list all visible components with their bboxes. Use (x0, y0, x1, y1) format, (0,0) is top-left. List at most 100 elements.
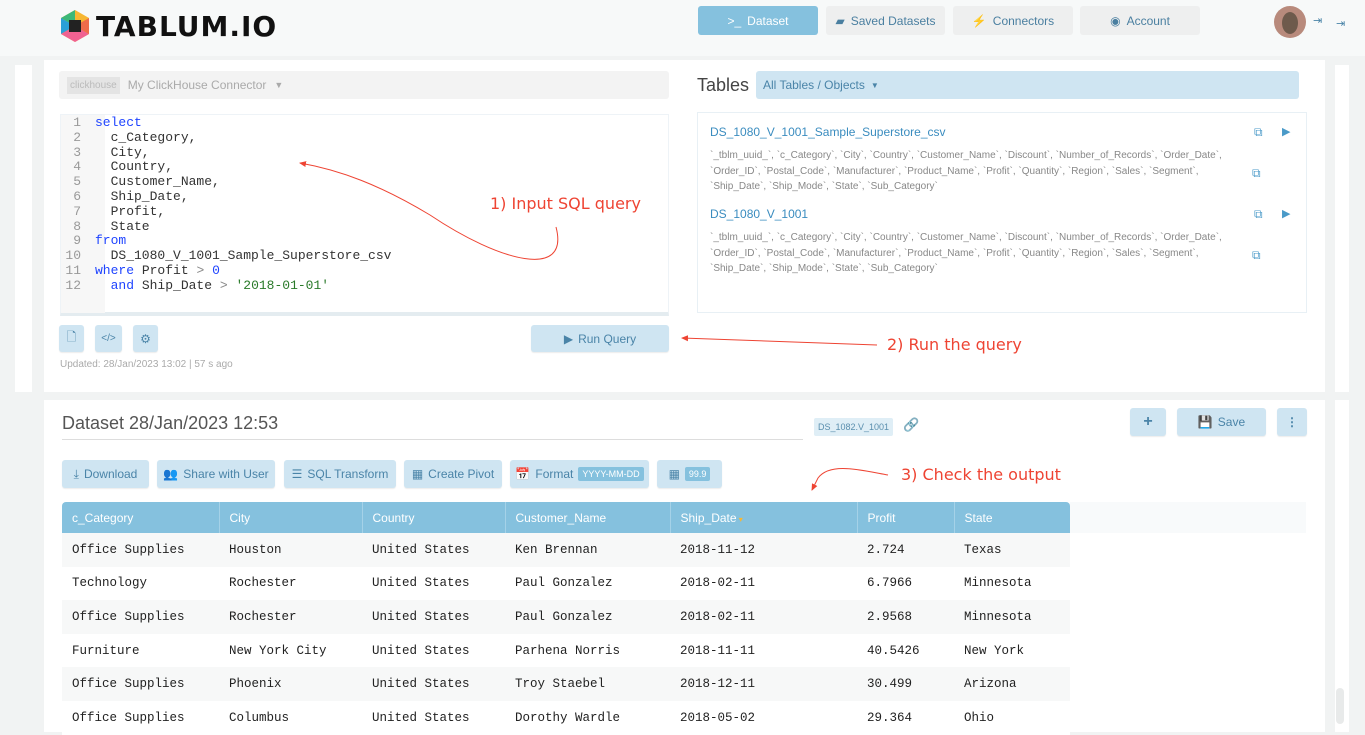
logout-icon[interactable]: ⇥ (1313, 15, 1323, 27)
add-button[interactable]: + (1130, 408, 1166, 436)
tables-filter-select[interactable]: All Tables / Objects ▼ (756, 71, 1299, 99)
link-icon[interactable]: 🔗 (903, 417, 920, 432)
play-icon[interactable]: ▶ (1282, 126, 1291, 138)
column-header[interactable]: Ship_Date ▾ (670, 502, 858, 533)
left-strip (15, 65, 32, 392)
table-cell[interactable]: 29.364 (857, 700, 954, 735)
code-token: > (196, 262, 205, 278)
column-header[interactable]: Profit (857, 502, 955, 533)
new-file-button[interactable]: 🗋 (59, 325, 84, 352)
table-cell[interactable]: 2018-05-02 (670, 700, 857, 735)
table-cell[interactable]: Arizona (954, 667, 1070, 701)
table-cell[interactable]: 2.9568 (857, 600, 954, 634)
table-name-link[interactable]: DS_1080_V_1001 (710, 207, 809, 221)
nav-dataset[interactable]: >_ Dataset (698, 6, 818, 35)
column-header[interactable]: Country (362, 502, 506, 533)
sql-transform-button[interactable]: ☰ SQL Transform (284, 460, 396, 488)
scrollbar[interactable] (1336, 688, 1344, 724)
table-cell[interactable]: 2018-02-11 (670, 566, 857, 601)
column-header[interactable]: c_Category (62, 502, 220, 533)
table-cell[interactable]: Paul Gonzalez (505, 600, 670, 634)
arrow-2 (681, 335, 878, 346)
table-cell[interactable]: Texas (954, 533, 1070, 567)
terminal-icon: >_ (727, 13, 742, 28)
download-button[interactable]: ⤓ Download (62, 460, 149, 488)
table-cell[interactable]: Office Supplies (62, 533, 219, 567)
table-name-link[interactable]: DS_1080_V_1001_Sample_Superstore_csv (710, 125, 946, 139)
table-cell[interactable]: United States (362, 633, 505, 668)
nav-connectors[interactable]: ⚡ Connectors (953, 6, 1073, 35)
nav-account[interactable]: ◉ Account (1080, 6, 1200, 35)
table-row[interactable]: Technology Rochester United States Paul Gon… (62, 566, 1070, 601)
table-cell[interactable]: United States (362, 533, 505, 567)
table-cell[interactable]: 2018-02-11 (670, 600, 857, 634)
table-row[interactable]: Office Supplies Houston United States Ken B… (62, 533, 1070, 567)
copy-icon[interactable]: ⧉ (1254, 125, 1263, 139)
column-header[interactable]: Customer_Name (505, 502, 671, 533)
file-icon: 🗋 (66, 330, 77, 344)
logo[interactable]: TABLUM.IO (58, 8, 277, 44)
connector-select[interactable]: clickhouse My ClickHouse Connector ▼ (59, 71, 669, 99)
table-row[interactable]: Furniture New York City United States Parhe… (62, 633, 1070, 668)
column-header[interactable]: City (219, 502, 363, 533)
sql-code[interactable]: 1 select 2 c_Category, 3 City, 4 Country, 5 C… (61, 115, 391, 294)
table-cell[interactable]: 6.7966 (857, 566, 954, 601)
table-cell[interactable]: New York (954, 633, 1070, 668)
table-cell[interactable]: Minnesota (954, 600, 1070, 634)
table-cell[interactable]: Technology (62, 566, 219, 601)
more-menu-button[interactable]: ⋮ (1277, 408, 1307, 436)
table-cell[interactable]: Dorothy Wardle (505, 700, 670, 735)
table-cell[interactable]: 2.724 (857, 533, 954, 567)
copy-icon[interactable]: ⧉ (1254, 207, 1263, 221)
table-cell[interactable]: United States (362, 566, 505, 601)
format-button[interactable]: 📅 Format YYYY-MM-DD (510, 460, 649, 488)
play-icon[interactable]: ▶ (1282, 208, 1291, 220)
column-header[interactable]: State (954, 502, 1070, 533)
table-cell[interactable]: Parhena Norris (505, 633, 670, 668)
table-row[interactable]: Office Supplies Rochester United States Pau… (62, 600, 1070, 634)
nav-saved-datasets[interactable]: ▰ Saved Datasets (826, 6, 945, 35)
table-cell[interactable]: Office Supplies (62, 667, 219, 701)
table-cell[interactable]: Rochester (219, 600, 362, 634)
play-icon: ▶ (563, 331, 574, 346)
number-format-button[interactable]: ▦ 99.9 (657, 460, 722, 488)
copy-icon[interactable]: ⧉ (1252, 166, 1261, 180)
table-cell[interactable]: United States (362, 700, 505, 735)
run-query-button[interactable]: ▶ Run Query (531, 325, 669, 352)
code-icon: </> (101, 333, 116, 344)
table-cell[interactable]: 2018-12-11 (670, 667, 857, 701)
table-cell[interactable]: 2018-11-11 (670, 633, 857, 668)
table-cell[interactable]: Office Supplies (62, 600, 219, 634)
table-cell[interactable]: New York City (219, 633, 362, 668)
table-cell[interactable]: Rochester (219, 566, 362, 601)
table-cell[interactable]: Minnesota (954, 566, 1070, 601)
sort-icon[interactable]: ▾ (736, 514, 743, 524)
sql-editor[interactable]: 1 select 2 c_Category, 3 City, 4 Country, 5 C… (60, 114, 669, 316)
table-cell[interactable]: Troy Staebel (505, 667, 670, 701)
table-row[interactable]: Office Supplies Columbus United States Doro… (62, 700, 1070, 735)
settings-button[interactable]: ⚙ (133, 325, 158, 352)
table-cell[interactable]: United States (362, 600, 505, 634)
code-button[interactable]: </> (95, 325, 122, 352)
table-cell[interactable]: 30.499 (857, 667, 954, 701)
table-cell[interactable]: Furniture (62, 633, 219, 668)
table-cell[interactable]: Ohio (954, 700, 1070, 735)
table-cell[interactable]: Columbus (219, 700, 362, 735)
table-cell[interactable]: Paul Gonzalez (505, 566, 670, 601)
create-pivot-button[interactable]: ▦ Create Pivot (404, 460, 502, 488)
dataset-title-input[interactable]: Dataset 28/Jan/2023 12:53 (62, 413, 803, 440)
logout-icon[interactable]: ⇥ (1336, 18, 1346, 30)
table-row[interactable]: Office Supplies Phoenix United States Troy … (62, 667, 1070, 701)
table-cell[interactable]: 40.5426 (857, 633, 954, 668)
table-cell[interactable]: Houston (219, 533, 362, 567)
table-cell[interactable]: United States (362, 667, 505, 701)
table-cell[interactable]: Office Supplies (62, 700, 219, 735)
table-cell[interactable]: Ken Brennan (505, 533, 670, 567)
save-button[interactable]: 💾 Save (1177, 408, 1266, 436)
line-number: 1 (73, 115, 81, 130)
copy-icon[interactable]: ⧉ (1252, 248, 1261, 262)
share-button[interactable]: 👥 Share with User (157, 460, 275, 488)
table-cell[interactable]: Phoenix (219, 667, 362, 701)
table-cell[interactable]: 2018-11-12 (670, 533, 857, 567)
avatar[interactable] (1274, 6, 1306, 38)
